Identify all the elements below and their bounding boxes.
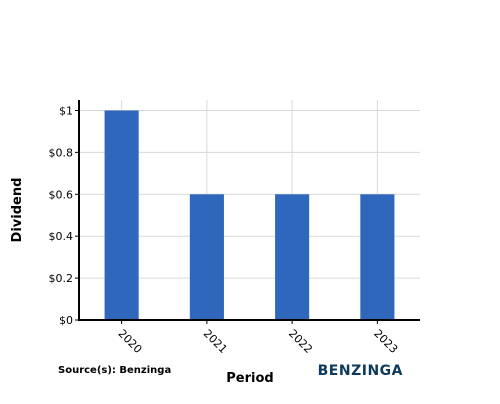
y-tick-label: $0.2 [49,272,74,285]
y-tick-label: $0.8 [49,146,74,159]
y-tick-label: $0.4 [49,230,74,243]
x-tick-label: 2020 [116,327,145,356]
bar-2020 [104,110,139,320]
y-tick-label: $0.6 [49,188,74,201]
bar-2021 [189,194,224,320]
bar-2022 [275,194,310,320]
x-axis-title: Period [226,371,273,386]
bar-2023 [360,194,395,320]
x-tick-label: 2021 [201,327,230,356]
y-tick-label: $1 [59,104,73,117]
source-note: Source(s): Benzinga [58,365,171,376]
bar-layer [104,110,395,320]
axis-layer [75,100,420,324]
x-tick-label: 2023 [371,327,400,356]
y-tick-label: $0 [59,314,73,327]
benzinga-logo: BENZINGA [318,363,403,379]
y-axis-title: Dividend [10,178,25,243]
x-tick-label: 2022 [286,327,315,356]
label-layer: $0 $0.2 $0.4 $0.6 $0.8 $1 2020 2021 2022 2023 [49,104,401,355]
